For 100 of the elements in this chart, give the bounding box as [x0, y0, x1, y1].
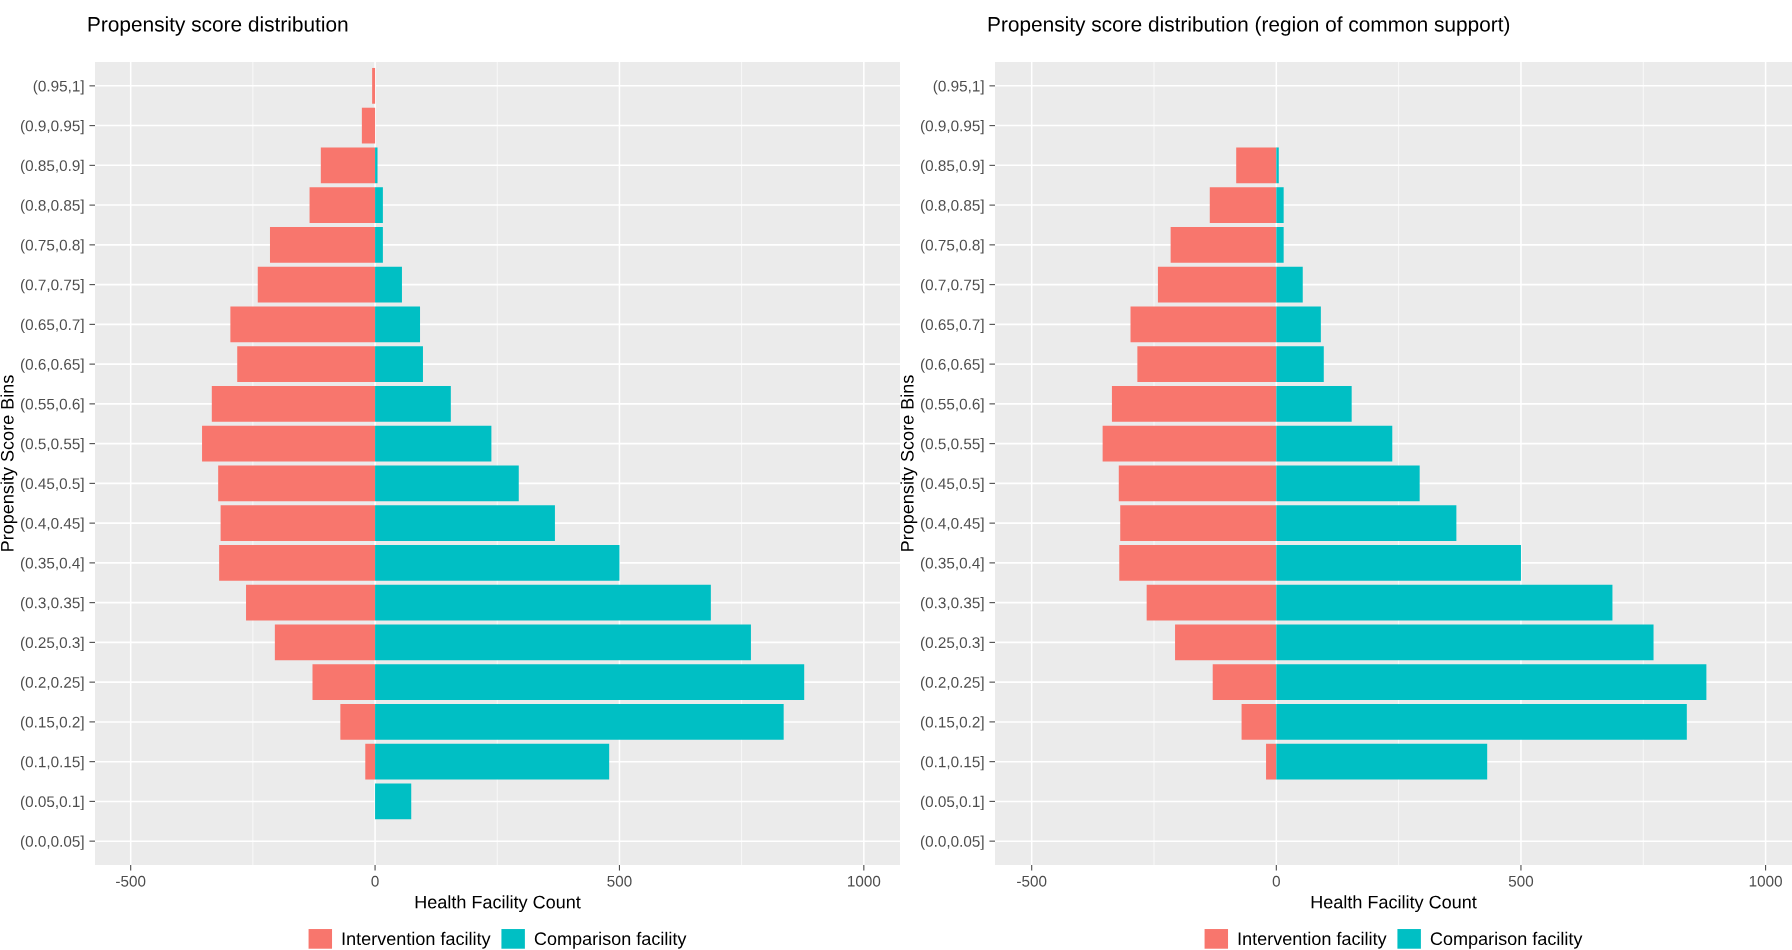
bar — [220, 505, 376, 542]
x-tick-label: -500 — [1017, 875, 1047, 887]
y-tick-label: (0.3,0.35] — [20, 597, 84, 612]
bar — [257, 266, 376, 303]
bar — [1119, 544, 1277, 581]
y-tick-label: (0.85,0.9] — [920, 159, 984, 175]
y-tick-label: (0.4,0.45] — [920, 517, 984, 532]
bar — [1276, 584, 1613, 621]
x-tick-label: 0 — [371, 875, 379, 887]
bar — [246, 584, 376, 621]
y-axis-title: Propensity Score Bins — [900, 375, 918, 551]
y-tick-label: (0.5,0.55] — [20, 438, 84, 453]
bar — [230, 306, 376, 343]
bar — [1146, 584, 1277, 621]
bar — [1276, 266, 1303, 303]
bar — [1276, 147, 1279, 184]
y-tick-label: (0.95,1] — [33, 80, 84, 95]
y-tick-label: (0.1,0.15] — [20, 756, 84, 771]
bar — [219, 544, 376, 581]
bar — [375, 306, 421, 343]
bar — [375, 704, 784, 740]
bar — [1276, 544, 1521, 581]
bar — [375, 147, 378, 184]
y-tick-label: (0.65,0.7] — [20, 318, 84, 334]
bar — [320, 147, 376, 184]
bar — [274, 624, 376, 661]
x-axis-title: Health Facility Count — [1311, 895, 1477, 913]
y-tick-label: (0.15,0.2] — [920, 716, 984, 731]
y-tick-label: (0.65,0.7] — [920, 318, 984, 334]
y-tick-label: (0.55,0.6] — [20, 398, 84, 413]
y-tick-label: (0.05,0.1] — [920, 795, 984, 811]
bar — [375, 743, 610, 780]
x-tick-label: 1000 — [848, 875, 881, 887]
y-tick-label: (0.75,0.8] — [20, 239, 84, 254]
legend-label: Intervention facility — [342, 931, 491, 949]
y-tick-label: (0.4,0.45] — [20, 517, 84, 532]
bar — [1276, 664, 1707, 701]
bar — [375, 783, 412, 820]
bar — [1276, 226, 1284, 263]
x-tick-label: -500 — [116, 875, 146, 887]
chart-title: Propensity score distribution (region of common support) — [988, 16, 1510, 36]
bar — [365, 743, 376, 780]
y-tick-label: (0.05,0.1] — [20, 795, 84, 811]
bar — [309, 187, 376, 223]
y-axis-title: Propensity Score Bins — [0, 375, 18, 551]
legend-label: Comparison facility — [1430, 931, 1583, 949]
y-tick-label: (0.3,0.35] — [920, 597, 984, 612]
bar — [211, 385, 376, 422]
y-tick-label: (0.2,0.25] — [20, 676, 84, 691]
bar — [1276, 425, 1393, 462]
x-tick-label: 1000 — [1749, 875, 1782, 887]
x-tick-label: 500 — [607, 875, 632, 887]
bar — [375, 465, 519, 502]
x-tick-label: 500 — [1508, 875, 1534, 887]
bar — [1236, 147, 1277, 184]
bar — [375, 187, 383, 223]
y-tick-label: (0.55,0.6] — [920, 398, 984, 413]
bar — [1209, 187, 1277, 223]
bar — [375, 664, 805, 701]
y-tick-label: (0.45,0.5] — [20, 477, 84, 493]
chart-title: Propensity score distribution — [88, 16, 348, 36]
y-tick-label: (0.7,0.75] — [20, 279, 84, 294]
bar — [1276, 624, 1654, 661]
bar — [1118, 465, 1277, 502]
y-tick-label: (0.45,0.5] — [920, 477, 984, 493]
y-tick-label: (0.25,0.3] — [20, 636, 84, 652]
bar — [1130, 306, 1277, 343]
y-tick-label: (0.25,0.3] — [920, 636, 984, 652]
bar — [1212, 664, 1277, 701]
y-tick-label: (0.9,0.95] — [20, 120, 84, 135]
y-tick-label: (0.2,0.25] — [920, 676, 984, 691]
bar — [375, 425, 492, 462]
y-tick-label: (0.5,0.55] — [920, 438, 984, 453]
bar — [375, 385, 451, 422]
y-tick-label: (0.6,0.65] — [20, 358, 84, 373]
y-tick-label: (0.95,1] — [933, 80, 984, 95]
bar — [1276, 385, 1352, 422]
bar — [1276, 187, 1284, 223]
bar — [237, 346, 376, 383]
y-tick-label: (0.35,0.4] — [920, 557, 984, 572]
y-tick-label: (0.35,0.4] — [20, 557, 84, 572]
bar — [375, 505, 555, 542]
y-tick-label: (0.1,0.15] — [920, 756, 984, 771]
bar — [1276, 465, 1420, 502]
bar — [1276, 346, 1324, 383]
bar — [1120, 505, 1277, 542]
bar — [312, 664, 376, 701]
bar — [375, 346, 423, 383]
bar — [1102, 425, 1277, 462]
bar — [269, 226, 376, 263]
y-tick-label: (0.15,0.2] — [20, 716, 84, 731]
bar — [1276, 306, 1321, 343]
bar — [1266, 743, 1277, 780]
bar — [375, 226, 383, 263]
x-axis-title: Health Facility Count — [415, 895, 581, 913]
bar — [1276, 743, 1488, 780]
bar — [375, 624, 751, 661]
bar — [218, 465, 376, 502]
bar — [340, 704, 376, 740]
bar — [1241, 704, 1277, 740]
